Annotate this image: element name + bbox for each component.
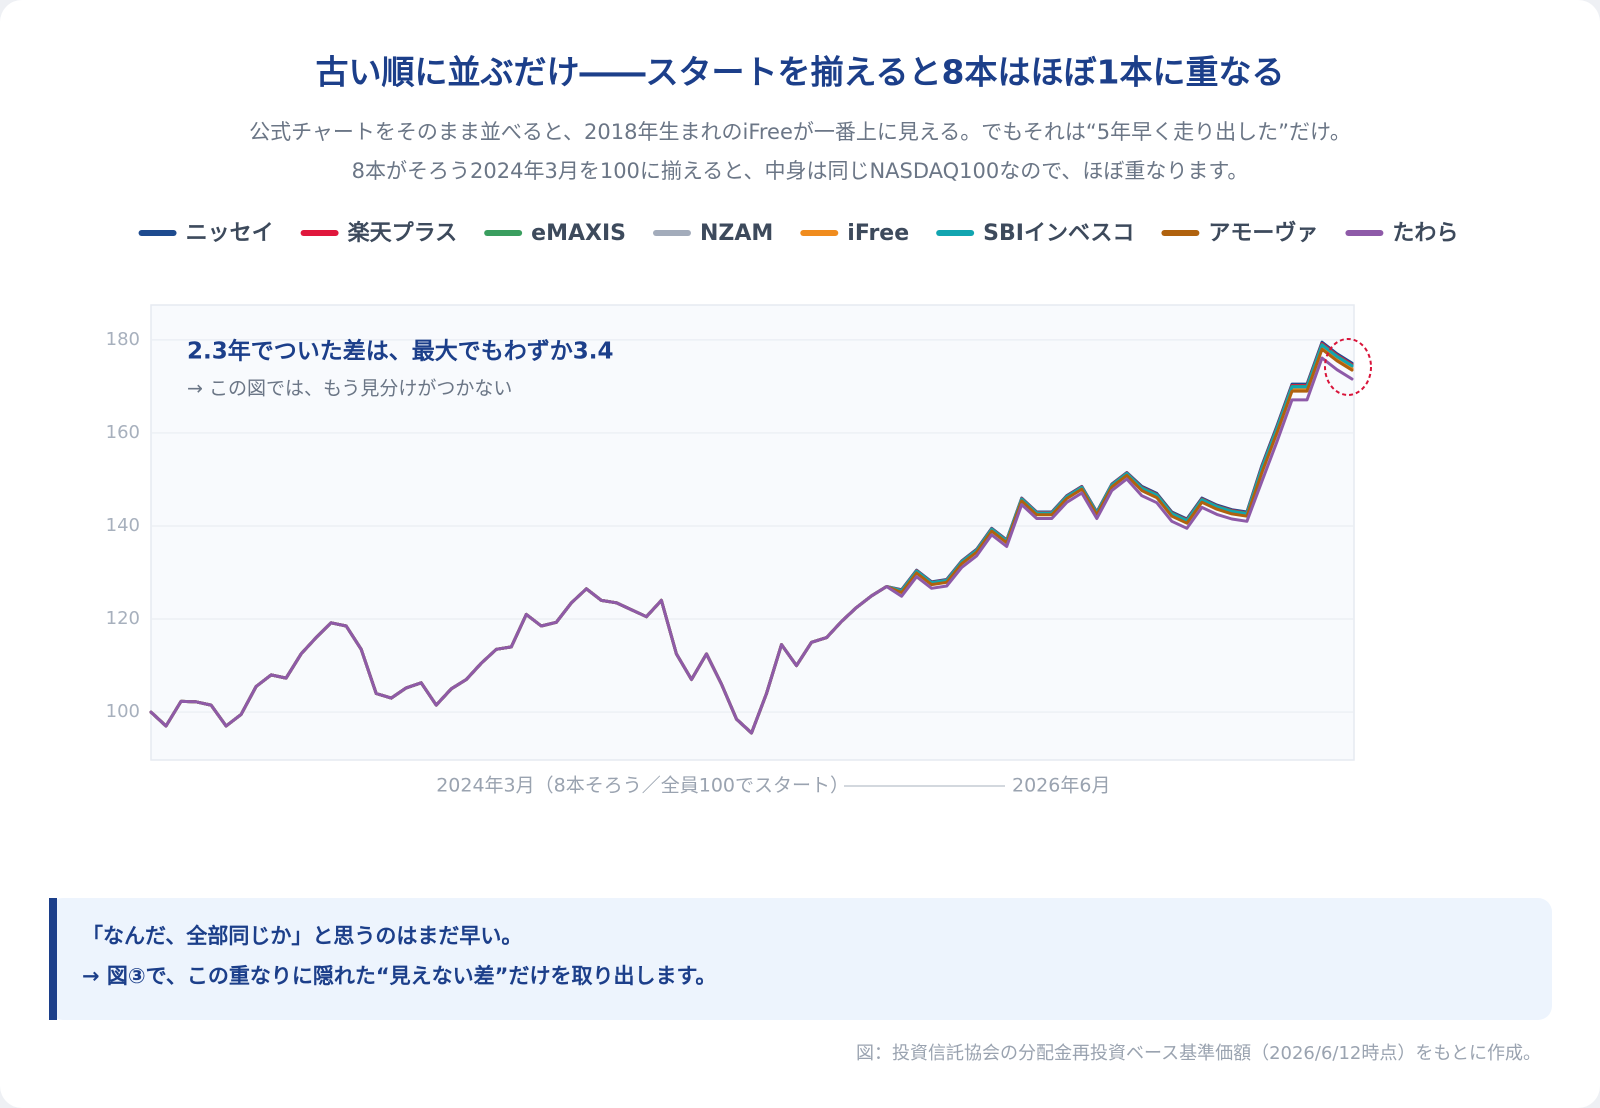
legend-item: たわら [1345, 221, 1458, 246]
annotation-text: → この図では、もう見分けがつかない [187, 378, 512, 400]
legend-item: SBIインベスコ [936, 221, 1134, 246]
subtitle: 公式チャートをそのまま並べると、2018年生まれのiFreeが一番上に見える。で… [249, 120, 1351, 144]
callout-bar [49, 898, 57, 1020]
callout-box [49, 898, 1552, 1020]
callout-text: → 図③で、この重なりに隠れた“見えない差”だけを取り出します。 [82, 964, 716, 988]
legend-item: ニッセイ [138, 221, 274, 246]
y-tick-label: 100 [106, 701, 140, 722]
legend-label: SBIインベスコ [983, 221, 1134, 246]
y-tick-label: 120 [106, 608, 140, 629]
plot-area [150, 304, 1355, 761]
legend-label: NZAM [700, 221, 773, 246]
subtitle: 8本がそろう2024年3月を100に揃えると、中身は同じNASDAQ100なので… [352, 159, 1249, 183]
legend-item: アモーヴァ [1161, 220, 1318, 246]
legend-label: iFree [847, 221, 909, 246]
x-end-label: 2026年6月 [1012, 775, 1110, 797]
legend-item: iFree [800, 221, 909, 246]
callout-text: 「なんだ、全部同じか」と思うのはまだ早い。 [82, 924, 522, 948]
annotation-title: 2.3年でついた差は、最大でもわずか3.4 [187, 338, 614, 365]
series-line [149, 356, 1354, 735]
chart-title: 古い順に並ぶだけ――スタートを揃えると8本はほぼ1本に重なる [316, 53, 1285, 92]
grid: 100 120 140 160 180 [106, 329, 1354, 722]
legend-label: アモーヴァ [1208, 220, 1318, 246]
legend: ニッセイ 楽天プラス eMAXIS NZAM iFree SBIインベスコ アモーヴァ たわら [138, 220, 1458, 246]
y-tick-label: 180 [106, 329, 140, 350]
y-tick-label: 160 [106, 422, 140, 443]
legend-label: ニッセイ [186, 221, 274, 246]
legend-label: eMAXIS [531, 221, 626, 246]
legend-label: たわら [1392, 221, 1458, 246]
legend-item: 楽天プラス [300, 220, 458, 246]
source-note: 図：投資信託協会の分配金再投資ベース基準価額（2026/6/12時点）をもとに作… [856, 1043, 1541, 1064]
legend-item: eMAXIS [484, 221, 626, 246]
highlight-circle [1324, 337, 1372, 396]
x-start-label: 2024年3月（8本そろう／全員100でスタート） [436, 775, 849, 797]
legend-item: NZAM [652, 221, 773, 246]
y-tick-label: 140 [106, 515, 140, 536]
lines [149, 337, 1372, 735]
legend-label: 楽天プラス [348, 220, 458, 246]
